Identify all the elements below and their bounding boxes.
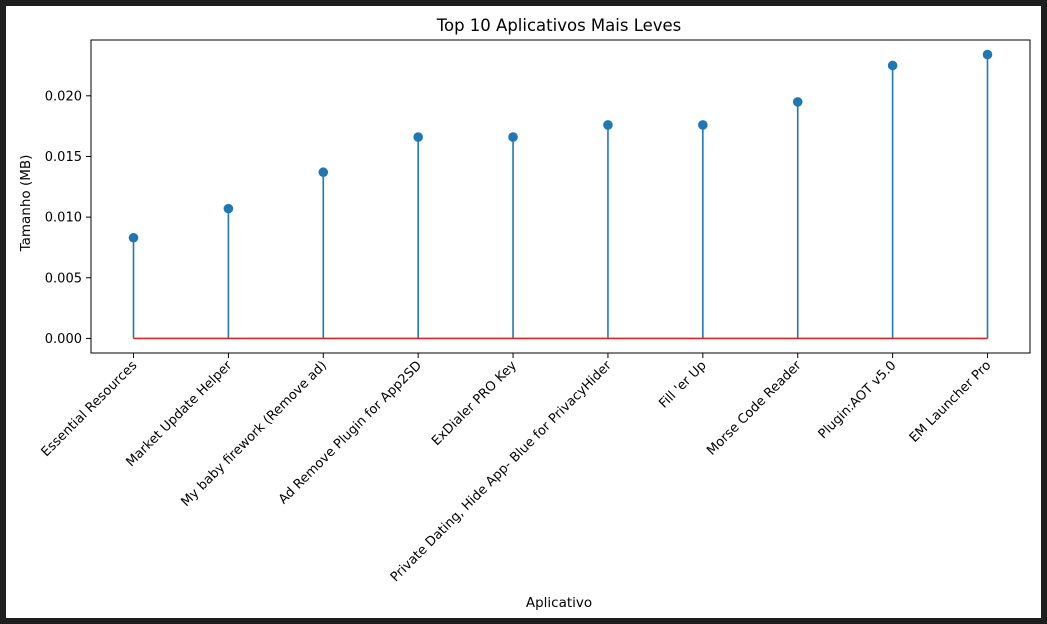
y-axis-label: Tamanho (MB) (18, 155, 34, 253)
x-tick-label: Plugin:AOT v5.0 (816, 358, 900, 442)
plot-frame (90, 39, 1031, 354)
data-point (223, 203, 234, 214)
data-point (887, 60, 898, 71)
x-axis-label: Aplicativo (526, 595, 592, 611)
chart-marks: 0.000 0.005 0.010 0.015 0.020 Essential Resou… (39, 49, 995, 585)
y-tick-label: 0.020 (45, 89, 82, 104)
y-tick-label: 0.010 (45, 211, 82, 226)
y-tick-label: 0.005 (45, 271, 82, 286)
data-point (603, 120, 613, 130)
data-point (982, 49, 993, 60)
data-point (413, 132, 423, 142)
data-point (792, 97, 803, 107)
x-tick-label: EM Launcher Pro (907, 358, 995, 446)
data-point (698, 120, 708, 130)
y-tick-label: 0.000 (45, 332, 82, 347)
chart-figure: Top 10 Aplicativos Mais Leves Aplicativo… (6, 6, 1041, 618)
x-tick-label: ExDialer PRO Key (429, 358, 520, 449)
chart-title: Top 10 Aplicativos Mais Leves (436, 16, 682, 35)
x-tick-label: Morse Code Reader (704, 358, 805, 459)
x-tick-label: Private Dating, Hide App- Blue for Priva… (388, 358, 615, 585)
data-point (508, 132, 518, 142)
data-point (318, 167, 329, 178)
stem-chart: Top 10 Aplicativos Mais Leves Aplicativo… (18, 16, 1031, 611)
x-tick-label: Market Update Helper (123, 358, 235, 470)
x-tick-label: Essential Resources (39, 358, 141, 460)
x-tick-label: Fill 'er Up (656, 358, 709, 411)
y-tick-label: 0.015 (45, 150, 82, 165)
data-point (128, 232, 139, 243)
